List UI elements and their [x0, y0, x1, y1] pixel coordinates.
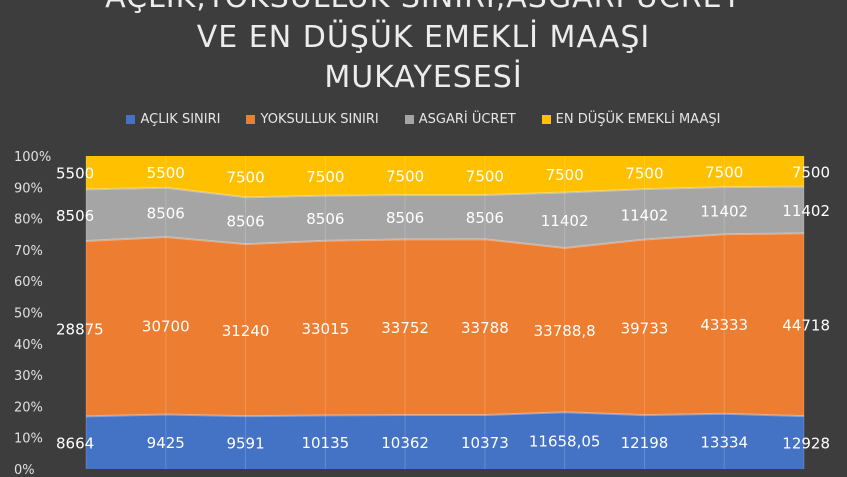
- y-tick-label: 60%: [14, 275, 43, 290]
- data-label: 7500: [466, 168, 504, 186]
- y-tick-label: 40%: [14, 338, 43, 353]
- data-label: 8506: [56, 207, 94, 225]
- data-label: 7500: [386, 168, 424, 186]
- y-tick-label: 80%: [14, 213, 43, 228]
- data-label: 12928: [782, 435, 830, 453]
- data-label: 7500: [546, 166, 584, 184]
- data-label: 10135: [301, 434, 349, 452]
- legend-item: ASGARİ ÜCRET: [404, 112, 516, 127]
- data-label: 8506: [226, 213, 264, 231]
- legend-item: EN DÜŞÜK EMEKLİ MAAŞI: [541, 112, 721, 127]
- data-label: 39733: [621, 319, 669, 337]
- legend-label: EN DÜŞÜK EMEKLİ MAAŞI: [555, 112, 721, 127]
- data-label: 7500: [226, 169, 264, 187]
- y-tick-label: 20%: [14, 400, 43, 415]
- data-label: 33015: [301, 320, 349, 338]
- y-tick-label: 70%: [14, 244, 43, 259]
- legend-item: YOKSULLUK SINIRI: [246, 112, 379, 127]
- chart-title: AÇLIK,YOKSULLUK SINIRI,ASGARİ ÜCRET VE E…: [0, 0, 847, 98]
- data-label: 11658,05: [529, 433, 601, 451]
- data-label: 9425: [147, 434, 185, 452]
- y-tick-label: 90%: [14, 181, 43, 196]
- data-label: 8664: [56, 435, 94, 453]
- data-label: 12198: [621, 434, 669, 452]
- data-label: 33788,8: [534, 322, 596, 340]
- data-label: 7500: [792, 163, 830, 181]
- area-series-2: [86, 186, 804, 248]
- data-label: 7500: [705, 164, 743, 182]
- data-label: 8506: [466, 209, 504, 227]
- data-label: 11402: [621, 206, 669, 224]
- data-label: 10373: [461, 434, 509, 452]
- data-label: 7500: [306, 168, 344, 186]
- data-label: 31240: [222, 322, 270, 340]
- data-label: 8506: [147, 204, 185, 222]
- series-boundary-line: [85, 185, 805, 199]
- chart-title-line: VE EN DÜŞÜK EMEKLİ MAAŞI: [196, 20, 651, 55]
- data-label: 11402: [782, 202, 830, 220]
- data-label: 44718: [782, 317, 830, 335]
- y-tick-label: 10%: [14, 432, 43, 447]
- data-label: 11402: [700, 203, 748, 221]
- data-label: 5500: [56, 165, 94, 183]
- series-boundary-line: [85, 232, 805, 249]
- data-label: 8506: [386, 209, 424, 227]
- legend-item: AÇLIK SINIRI: [126, 112, 220, 127]
- legend-swatch: [404, 115, 414, 124]
- legend-swatch: [541, 115, 551, 124]
- data-label: 8506: [306, 210, 344, 228]
- data-label: 28875: [56, 321, 104, 339]
- legend-swatch: [126, 115, 136, 124]
- legend-label: AÇLIK SINIRI: [140, 112, 221, 127]
- legend-label: ASGARİ ÜCRET: [418, 112, 516, 127]
- chart-legend: AÇLIK SINIRI YOKSULLUK SINIRI ASGARİ ÜCR…: [0, 112, 847, 127]
- area-series-0: [86, 412, 804, 469]
- data-label: 13334: [700, 433, 748, 451]
- data-label: 33752: [381, 319, 429, 337]
- y-tick-label: 30%: [14, 369, 43, 384]
- y-tick-label: 0%: [14, 463, 35, 477]
- y-tick-label: 50%: [14, 307, 43, 322]
- legend-label: YOKSULLUK SINIRI: [260, 112, 379, 127]
- area-series-1: [86, 233, 804, 417]
- chart-title-line: AÇLIK,YOKSULLUK SINIRI,ASGARİ ÜCRET: [0, 0, 847, 18]
- data-label: 9591: [226, 435, 264, 453]
- data-label: 30700: [142, 318, 190, 336]
- legend-swatch: [246, 115, 256, 124]
- data-label: 33788: [461, 319, 509, 337]
- data-label: 5500: [147, 164, 185, 182]
- area-series-3: [86, 156, 804, 198]
- y-tick-label: 100%: [14, 150, 51, 165]
- chart-title-line: MUKAYESESİ: [324, 60, 523, 95]
- data-label: 43333: [700, 316, 748, 334]
- data-label: 10362: [381, 434, 429, 452]
- data-label: 11402: [541, 212, 589, 230]
- series-boundary-line: [85, 411, 805, 418]
- data-label: 7500: [625, 165, 663, 183]
